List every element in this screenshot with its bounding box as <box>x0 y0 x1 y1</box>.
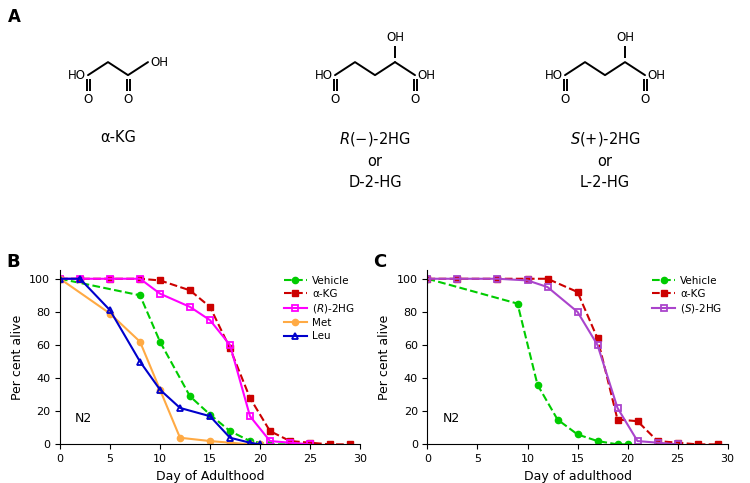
Text: $\mathit{S}$(+)-2HG
or
L-2-HG: $\mathit{S}$(+)-2HG or L-2-HG <box>570 130 640 190</box>
Text: OH: OH <box>647 69 665 82</box>
Text: α-KG: α-KG <box>100 130 136 145</box>
Text: HO: HO <box>545 69 563 82</box>
Text: $\mathit{R}$(−)-2HG
or
D-2-HG: $\mathit{R}$(−)-2HG or D-2-HG <box>339 130 411 190</box>
Text: O: O <box>560 93 570 106</box>
Text: OH: OH <box>417 69 435 82</box>
Text: HO: HO <box>68 69 86 82</box>
Y-axis label: Per cent alive: Per cent alive <box>10 315 24 400</box>
Y-axis label: Per cent alive: Per cent alive <box>378 315 392 400</box>
Text: OH: OH <box>386 31 404 44</box>
Text: N2: N2 <box>442 412 460 425</box>
Text: O: O <box>330 93 340 106</box>
Text: OH: OH <box>616 31 634 44</box>
X-axis label: Day of adulthood: Day of adulthood <box>524 469 632 483</box>
Text: C: C <box>374 253 387 271</box>
X-axis label: Day of Adulthood: Day of Adulthood <box>156 469 264 483</box>
Legend: Vehicle, α-KG, $(S)$-2HG: Vehicle, α-KG, $(S)$-2HG <box>652 276 722 315</box>
Text: O: O <box>640 93 650 106</box>
Text: HO: HO <box>315 69 333 82</box>
Text: N2: N2 <box>75 412 92 425</box>
Text: A: A <box>8 8 21 26</box>
Text: O: O <box>410 93 420 106</box>
Text: OH: OH <box>150 56 168 69</box>
Text: O: O <box>83 93 93 106</box>
Text: B: B <box>6 253 20 271</box>
Legend: Vehicle, α-KG, $(R)$-2HG, Met, Leu: Vehicle, α-KG, $(R)$-2HG, Met, Leu <box>284 276 355 341</box>
Text: O: O <box>123 93 133 106</box>
